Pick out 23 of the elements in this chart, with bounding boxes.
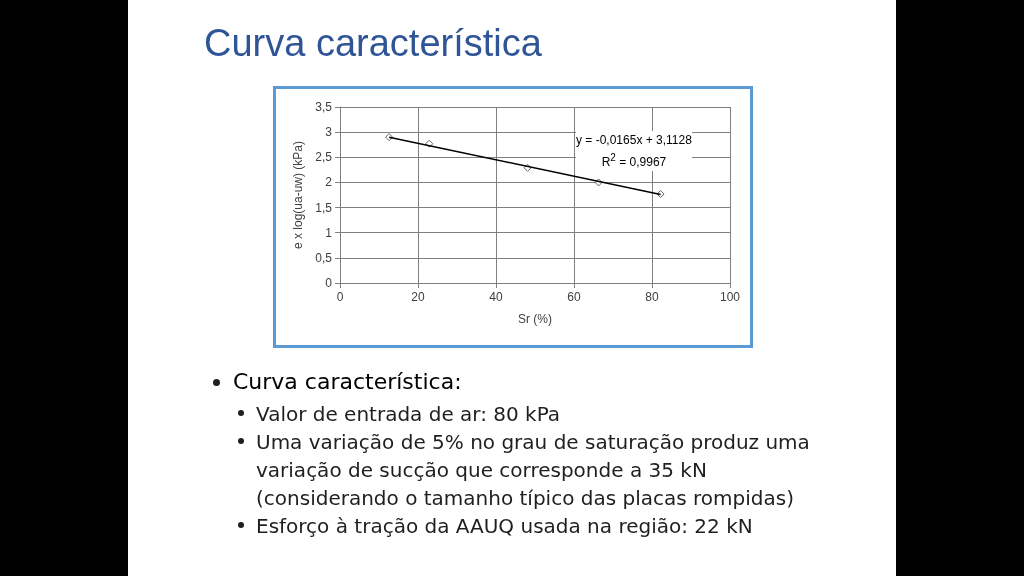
y-tick-label: 1 [325,225,333,240]
text: Curva característica: [232,368,463,396]
y-tick-label: 3 [325,125,333,140]
y-tick-label: 2 [325,175,333,190]
y-tick-label: 3,5 [315,100,333,114]
annotation: R$^{2}$ = 0,9967 [600,151,668,171]
text: Uma variação de 5% no grau de saturação produz uma variação de sucção que corresponde a 35 kN (considerando o tamanho típico das placas rompidas) [255,429,811,512]
y-tick-label: 2,5 [315,150,333,165]
y-tick-label: 0,5 [315,250,333,265]
x-tick-label: 40 [489,290,503,304]
x-tick-label: 20 [411,290,425,304]
text: Valor de entrada de ar: 80 kPa [255,401,562,428]
x-axis-title: Sr (%) [518,312,552,326]
y-tick-label: 0 [325,276,333,290]
x-tick-label: 100 [719,290,741,304]
y-axis-title: e x log(ua-uw) (kPa) [291,140,305,250]
annotation: y = -0,0165x + 3,1128 [576,132,692,149]
y-tick-label: 1,5 [315,200,333,215]
x-tick-label: 60 [567,290,581,304]
x-tick-label: 0 [336,290,344,304]
text: Esforço à tração da AAUQ usada na região: 22 kN [255,513,754,540]
x-tick-label: 80 [645,290,659,304]
chart-title: Curva característica [204,22,542,65]
